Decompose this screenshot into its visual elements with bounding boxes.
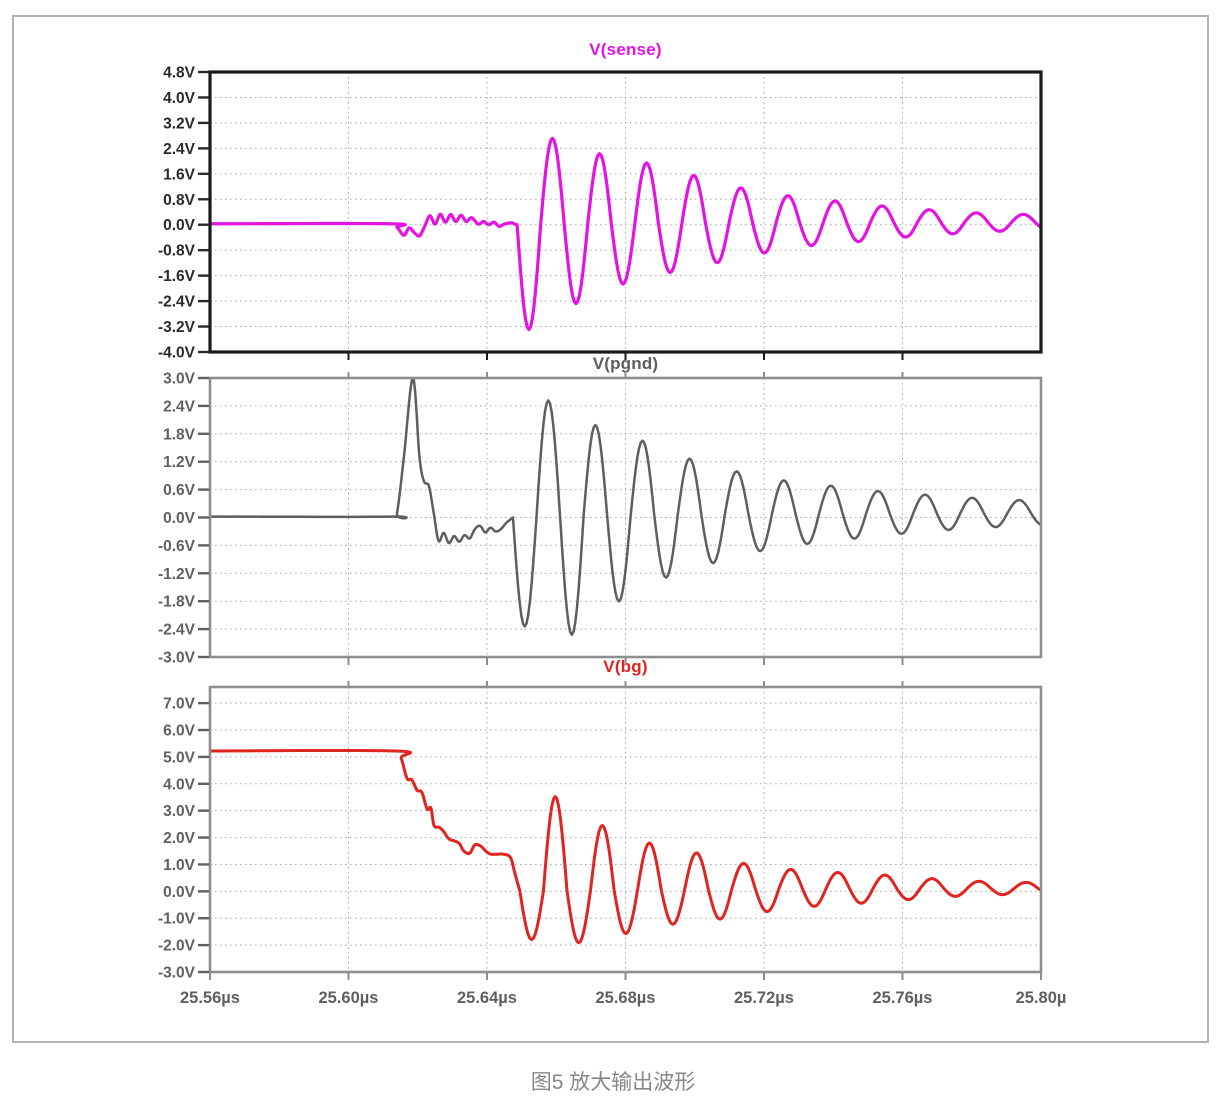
- vsense-frame: [208, 70, 1043, 354]
- y-tick-label: 7.0V: [163, 696, 196, 713]
- y-tick-label: 4.0V: [163, 90, 196, 107]
- vbg-trace: [210, 748, 1041, 945]
- y-tick-label: -0.8V: [158, 243, 196, 260]
- x-tick-label: 25.76µs: [873, 989, 933, 1007]
- vpgnd-trace: [210, 378, 1041, 636]
- y-tick-label: 1.6V: [163, 166, 196, 183]
- x-tick-label: 25.56µs: [180, 989, 240, 1007]
- y-tick-label: 0.8V: [163, 192, 196, 209]
- y-tick-label: 4.8V: [163, 65, 196, 82]
- y-tick-label: -2.4V: [158, 622, 196, 639]
- y-tick-label: -4.0V: [158, 345, 196, 362]
- vbg-plot: 7.0V 6.0V 5.0V 4.0V 3.0V 2.0V 1.0V 0.0V -1.0V -2.…: [158, 681, 1067, 1007]
- y-tick-label: 1.8V: [163, 426, 196, 443]
- vsense-plot: 4.8V 4.0V 3.2V 2.4V 1.6V 0.8V 0.0V -0.8V -1.6V -2…: [158, 65, 1043, 362]
- y-tick-label: -1.6V: [158, 268, 196, 285]
- plot-title-vbg: V(bg): [603, 657, 648, 676]
- x-tick-label: 25.64µs: [457, 989, 517, 1007]
- x-tick-label: 25.80µ: [1016, 989, 1067, 1007]
- x-tick-label: 25.60µs: [319, 989, 379, 1007]
- y-tick-label: 1.2V: [163, 454, 196, 471]
- figure-caption: 图5 放大输出波形: [530, 1071, 696, 1094]
- vsense-trace: [210, 136, 1041, 332]
- y-tick-label: 0.0V: [163, 884, 196, 901]
- y-tick-label: 3.0V: [163, 803, 196, 820]
- y-tick-label: -3.0V: [158, 650, 196, 667]
- x-tick-label: 25.68µs: [596, 989, 656, 1007]
- vpgnd-plot: 3.0V 2.4V 1.8V 1.2V 0.6V 0.0V -0.6V -1.2V -1.8V -…: [158, 371, 1043, 667]
- y-tick-label: 4.0V: [163, 776, 196, 793]
- y-tick-label: 5.0V: [163, 749, 196, 766]
- y-tick-label: 2.4V: [163, 141, 196, 158]
- y-tick-label: 0.6V: [163, 482, 196, 499]
- y-tick-label: -1.2V: [158, 566, 196, 583]
- y-tick-label: -1.0V: [158, 911, 196, 928]
- y-tick-label: 0.0V: [163, 217, 196, 234]
- y-tick-label: 2.0V: [163, 830, 196, 847]
- y-tick-label: 1.0V: [163, 857, 196, 874]
- y-tick-label: -2.0V: [158, 938, 196, 955]
- plot-title-vsense: V(sense): [589, 40, 662, 59]
- vbg-plot-area: [210, 687, 1041, 972]
- y-tick-label: -3.0V: [158, 965, 196, 982]
- y-tick-label: -1.8V: [158, 594, 196, 611]
- y-tick-label: -3.2V: [158, 319, 196, 336]
- y-tick-label: -2.4V: [158, 294, 196, 311]
- y-tick-label: -0.6V: [158, 538, 196, 555]
- y-tick-label: 3.2V: [163, 115, 196, 132]
- x-tick-label: 25.72µs: [734, 989, 794, 1007]
- y-tick-label: 2.4V: [163, 398, 196, 415]
- y-tick-label: 6.0V: [163, 723, 196, 740]
- y-tick-label: 3.0V: [163, 371, 196, 388]
- y-tick-label: 0.0V: [163, 510, 196, 527]
- plot-title-vpgnd: V(pgnd): [592, 354, 659, 373]
